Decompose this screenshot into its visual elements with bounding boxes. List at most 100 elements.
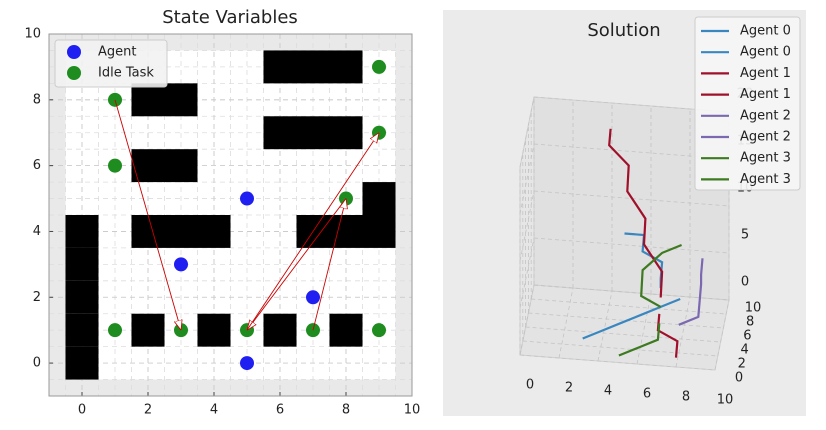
- obstacle: [65, 346, 99, 380]
- agent-path: [656, 313, 679, 358]
- x-tick-label: 4: [210, 403, 218, 418]
- grid-line: [531, 298, 727, 315]
- x-tick-label: 0: [526, 378, 534, 393]
- grid-line: [528, 312, 724, 329]
- chart-title: State Variables: [162, 7, 298, 28]
- agent-path: [618, 323, 661, 357]
- x-tick-label: 4: [604, 384, 612, 399]
- y-tick-label: 6: [743, 329, 751, 344]
- x-tick-label: 10: [404, 403, 421, 418]
- obstacle: [131, 83, 165, 117]
- arrow: [114, 99, 181, 330]
- grid-line: [519, 96, 535, 168]
- y-tick-label: 6: [33, 158, 41, 173]
- y-tick-label: 4: [740, 343, 748, 358]
- x-tick-label: 6: [276, 403, 284, 418]
- point: [108, 158, 122, 173]
- grid-line: [597, 290, 613, 362]
- y-tick-label: 0: [735, 371, 743, 386]
- y-tick-label: 10: [745, 301, 762, 316]
- x-tick-label: 2: [144, 403, 152, 418]
- agent-path: [608, 128, 664, 298]
- obstacle: [197, 313, 231, 347]
- point: [372, 59, 386, 74]
- y-tick-label: 4: [33, 224, 41, 239]
- grid-line: [533, 190, 730, 207]
- point: [306, 290, 320, 305]
- grid-line: [533, 284, 730, 301]
- x-tick-label: 8: [342, 403, 350, 418]
- agent-path: [678, 300, 701, 326]
- agent-path: [640, 243, 683, 308]
- legend-label: Idle Task: [98, 66, 154, 81]
- x-tick-label: 8: [682, 390, 690, 405]
- y-tick-label: 10: [24, 27, 41, 42]
- obstacle: [65, 247, 99, 281]
- legend-label: Agent 3: [740, 151, 791, 166]
- legend-label: Agent 1: [740, 87, 791, 102]
- obstacle: [263, 313, 297, 347]
- legend-box: [694, 16, 801, 191]
- legend-marker: [67, 45, 81, 59]
- grid-line: [533, 237, 730, 254]
- chart-title: Solution: [587, 20, 660, 41]
- point: [240, 191, 254, 206]
- z-tick-label: 5: [741, 228, 749, 243]
- obstacle: [65, 215, 99, 248]
- point: [372, 323, 386, 338]
- obstacle: [329, 50, 363, 84]
- legend-label: Agent 1: [740, 66, 791, 81]
- legend-label: Agent 2: [740, 130, 791, 145]
- arrow: [246, 133, 379, 331]
- legend-label: Agent 3: [740, 172, 791, 187]
- obstacle: [296, 116, 330, 150]
- x-tick-label: 0: [78, 403, 86, 418]
- legend-label: Agent 0: [740, 45, 791, 60]
- agent-path: [698, 258, 704, 301]
- y-tick-label: 8: [33, 92, 41, 107]
- legend-marker: [67, 66, 81, 80]
- obstacle: [329, 313, 363, 347]
- grid-line: [519, 284, 535, 356]
- point: [174, 257, 188, 272]
- y-tick-label: 2: [738, 357, 746, 372]
- grid-line: [636, 293, 652, 365]
- obstacle: [296, 50, 330, 84]
- obstacle: [164, 83, 198, 117]
- agent-path: [582, 297, 681, 340]
- grid-line: [714, 299, 730, 371]
- obstacle: [197, 215, 231, 248]
- obstacle: [131, 215, 165, 248]
- obstacle: [263, 116, 297, 150]
- point: [240, 356, 254, 371]
- obstacle: [362, 215, 396, 248]
- legend-box: [54, 39, 168, 88]
- obstacle: [131, 313, 165, 347]
- grid-line: [519, 237, 535, 309]
- arrow: [247, 198, 347, 331]
- grid-line: [519, 143, 535, 215]
- z-tick-label: 0: [741, 275, 749, 290]
- obstacle: [263, 50, 297, 84]
- obstacle: [164, 215, 198, 248]
- grid-line: [522, 340, 718, 357]
- y-tick-label: 8: [746, 315, 754, 330]
- arrow: [312, 199, 346, 331]
- legend-label: Agent 0: [740, 24, 791, 39]
- grid-line: [519, 354, 716, 371]
- legend-label: Agent: [98, 45, 136, 60]
- obstacle: [164, 149, 198, 183]
- axes-frame: [48, 33, 413, 397]
- grid-line: [675, 296, 691, 368]
- grid-line: [558, 287, 574, 359]
- y-tick-label: 0: [33, 356, 41, 371]
- x-tick-label: 6: [643, 387, 651, 402]
- obstacle: [65, 313, 99, 347]
- legend-label: Agent 2: [740, 108, 791, 123]
- obstacle: [329, 116, 363, 150]
- point: [108, 323, 122, 338]
- obstacle: [362, 182, 396, 215]
- grid-line: [519, 190, 535, 262]
- y-tick-label: 2: [33, 290, 41, 305]
